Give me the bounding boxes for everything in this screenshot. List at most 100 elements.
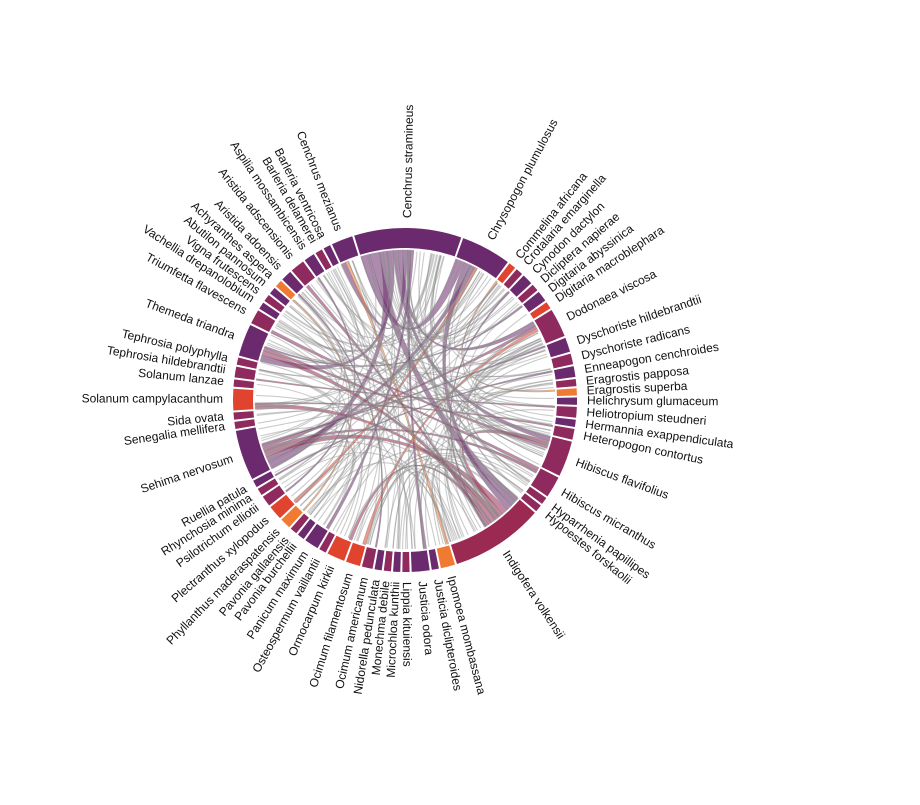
background-chord-line — [429, 255, 489, 334]
background-chord-line — [442, 261, 523, 493]
arc-aristida-adoensis — [282, 271, 304, 294]
ribbon-layer — [254, 249, 556, 550]
background-chord-line — [392, 471, 461, 549]
arc-osteospermum-vaillantii — [319, 531, 335, 553]
background-chord-line — [416, 252, 439, 328]
background-chord-line — [279, 441, 344, 489]
background-chord-line — [299, 383, 554, 507]
background-chord-line — [447, 264, 546, 365]
background-chord-line — [271, 332, 487, 526]
arc-achyranthes-aspera — [275, 280, 296, 300]
background-chord-line — [444, 382, 554, 539]
ribbon-cynodon-dactylon-to-indigofera-volkensii — [449, 290, 511, 528]
background-chord-line — [278, 279, 354, 353]
ribbon-triumfetta-flavescens-to-hibiscus-flavifolius — [270, 329, 549, 449]
background-chord-line — [431, 455, 524, 545]
group-label-sida-ovata: Sida ovata — [167, 409, 225, 428]
background-chord-line — [335, 255, 442, 533]
background-chord-line — [284, 265, 472, 348]
arc-digitaria-abyssinica — [523, 291, 546, 313]
background-chord-line — [265, 340, 542, 454]
arc-barleria-delamerei — [315, 249, 332, 271]
background-chord-line — [445, 356, 548, 538]
arc-aspilia-mossambicensis — [304, 254, 325, 277]
background-chord-line — [399, 467, 487, 549]
arc-dyschoriste-radicans — [551, 353, 574, 369]
arc-rhynchosia-minima — [257, 478, 279, 496]
background-chord-line — [467, 325, 535, 485]
background-chord-line — [430, 254, 505, 338]
background-chord-line — [444, 456, 516, 536]
arc-monechma-debile — [383, 550, 393, 572]
background-chord-line — [414, 381, 554, 549]
arc-hibiscus-micranthus — [530, 468, 559, 497]
background-chord-line — [264, 251, 390, 364]
background-chord-line — [433, 464, 496, 544]
background-chord-line — [446, 409, 554, 538]
background-chord-line — [475, 371, 552, 457]
background-chord-line — [272, 323, 341, 469]
background-chord-line — [304, 289, 550, 438]
arc-nidorella-pedunculata — [374, 549, 385, 571]
background-chord-line — [438, 342, 543, 543]
arc-senegalia-mellifera — [234, 419, 256, 430]
group-label-solanum-campylacanthum: Solanum campylacanthum — [82, 391, 223, 405]
background-chord-line — [340, 265, 548, 446]
background-chord-line — [260, 427, 350, 519]
background-chord-line — [259, 337, 541, 381]
background-chord-line — [392, 471, 459, 549]
background-chord-line — [353, 454, 524, 541]
background-chord-line — [414, 473, 425, 548]
background-chord-line — [347, 261, 510, 341]
background-chord-line — [369, 379, 553, 545]
background-chord-line — [323, 274, 552, 378]
arc-justicia-diclipteroides — [428, 549, 439, 570]
arc-phyllanthus-maderaspatensis — [281, 505, 303, 528]
arc-pavonia-gallaensis — [290, 513, 309, 534]
background-chord-line — [477, 416, 551, 436]
background-chord-line — [466, 332, 539, 494]
background-chord-line — [264, 251, 418, 453]
ribbon-dodonaea-viscosa-to-sehima-nervosum — [261, 325, 538, 449]
background-chord-line — [459, 443, 537, 517]
background-chord-line — [256, 299, 343, 411]
background-chord-line — [382, 252, 499, 336]
arc-plectranthus-xylopodus — [270, 494, 295, 519]
background-chord-line — [462, 285, 553, 423]
background-chord-line — [408, 251, 455, 541]
background-chord-line — [315, 280, 534, 476]
arc-eragrostis-superba — [556, 388, 577, 397]
background-chord-line — [442, 266, 496, 519]
background-chord-line — [382, 252, 401, 549]
arc-tephrosia-hildebrandtii — [234, 366, 256, 381]
background-chord-line — [425, 348, 546, 548]
arc-enneapogon-cenchroides — [554, 366, 576, 380]
background-chord-line — [264, 271, 481, 451]
ribbon-aspilia-mossambicensis-to-psilotrichum-elliotii — [285, 276, 356, 493]
arc-vigna-frutescens — [264, 295, 285, 313]
background-chord-line — [458, 340, 542, 520]
background-chord-line — [306, 462, 451, 543]
background-chord-line — [402, 460, 514, 549]
background-chord-line — [347, 448, 533, 538]
background-chord-line — [475, 338, 554, 399]
arc-justicia-odora — [410, 550, 430, 572]
background-chord-line — [258, 298, 515, 378]
background-chord-line — [281, 452, 452, 542]
background-chord-line — [258, 369, 355, 528]
background-chord-line — [274, 253, 435, 352]
arc-helichrysum-glumaceum — [556, 397, 577, 405]
arc-themeda-triandra — [238, 324, 269, 361]
arc-ipomoea-mombassana — [436, 545, 456, 569]
background-chord-line — [268, 339, 492, 523]
ribbon-ocimum-filamentosum-to-dodonaea-viscosa — [362, 327, 539, 546]
background-chord-line — [256, 410, 333, 444]
arc-heliotropium-steudneri — [556, 406, 577, 418]
background-chord-line — [266, 434, 344, 497]
ribbon-heteropogon-contortus-to-solanum-campylacanthum — [254, 402, 554, 428]
arc-ormocarpum-kirkii — [327, 535, 352, 561]
background-chord-line — [385, 252, 551, 432]
arc-cenchrus-mezianus — [331, 236, 359, 263]
arc-heteropogon-contortus — [552, 425, 575, 440]
